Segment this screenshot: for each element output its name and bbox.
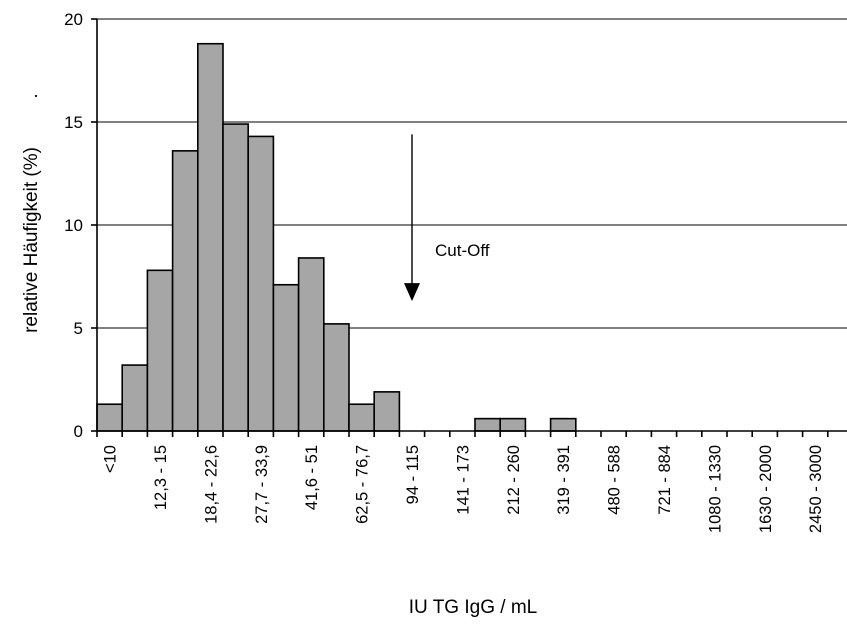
y-axis-title-suffix: .	[21, 93, 42, 98]
x-tick-label: 2450 - 3000	[807, 445, 825, 533]
cutoff-arrow-head	[404, 283, 420, 302]
bar	[549, 417, 577, 432]
y-tick-label: 0	[74, 422, 83, 441]
bar	[272, 283, 300, 432]
bar	[247, 135, 275, 432]
y-tick-label: 5	[74, 319, 83, 338]
x-tick-label: <10	[102, 445, 120, 473]
bar	[322, 323, 350, 432]
bar	[197, 42, 224, 432]
x-tick-label: 1630 - 2000	[757, 445, 775, 533]
cutoff-label: Cut-Off	[435, 241, 490, 260]
bars	[96, 42, 577, 432]
bar	[171, 150, 199, 432]
x-tick-label: 480 - 588	[606, 445, 624, 515]
bar	[348, 403, 376, 432]
x-tick-label: 721 - 884	[656, 445, 674, 515]
bar	[222, 123, 250, 432]
bar	[373, 391, 401, 432]
x-tick-label: 62,5 - 76,7	[354, 445, 372, 524]
x-axis-title: IU TG IgG / mL	[409, 597, 537, 618]
x-tick-label: 319 - 391	[555, 445, 573, 515]
bar	[499, 417, 527, 432]
bar	[146, 269, 174, 432]
x-tick-labels: <10 12,3 - 15 18,4 - 22,6 27,7 - 33,9 41,6 -…	[102, 445, 826, 533]
y-axis-title: relative Häufigkeit (%)	[21, 147, 42, 333]
bar	[121, 364, 149, 432]
x-tick-label: 41,6 - 51	[303, 445, 321, 510]
axes	[91, 18, 847, 437]
x-tick-label: 212 - 260	[505, 445, 523, 515]
y-tick-labels: 0 5 10 15 20	[64, 10, 83, 441]
y-tick-label: 20	[64, 10, 83, 29]
x-tick-label: 141 - 173	[454, 445, 472, 515]
y-tick-label: 15	[64, 113, 83, 132]
bar	[96, 403, 124, 432]
x-tick-label: 94 - 115	[404, 445, 422, 504]
x-tick-label: 27,7 - 33,9	[253, 445, 271, 524]
x-tick-label: 18,4 - 22,6	[202, 445, 220, 524]
y-tick-label: 10	[64, 216, 83, 235]
x-tick-label: 1080 - 1330	[706, 445, 724, 533]
bar	[297, 257, 325, 432]
annotations: Cut-Off	[404, 134, 490, 302]
bar	[474, 417, 502, 432]
x-tick-label: 12,3 - 15	[152, 445, 170, 510]
